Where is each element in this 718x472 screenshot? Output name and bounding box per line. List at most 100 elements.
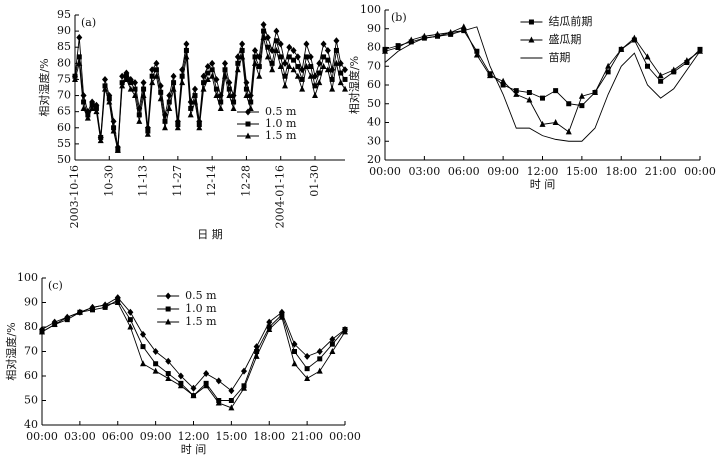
data-point bbox=[127, 85, 134, 92]
x-tick-label: 18:00 bbox=[605, 165, 637, 178]
data-point bbox=[277, 63, 284, 70]
data-point bbox=[500, 77, 507, 84]
data-point bbox=[605, 69, 611, 75]
series-line bbox=[384, 26, 701, 142]
x-axis-title: 日 期 bbox=[197, 228, 223, 241]
data-point bbox=[72, 75, 78, 82]
data-point bbox=[132, 92, 138, 99]
data-point bbox=[228, 404, 235, 411]
data-point bbox=[102, 85, 108, 92]
data-point bbox=[303, 40, 310, 48]
data-point bbox=[235, 60, 241, 66]
data-point bbox=[316, 59, 323, 67]
data-point bbox=[460, 23, 467, 30]
data-point bbox=[239, 40, 246, 48]
x-tick-label: 09:00 bbox=[487, 165, 519, 178]
data-point bbox=[157, 95, 164, 102]
data-point bbox=[239, 53, 246, 60]
x-tick-label: 12:00 bbox=[527, 165, 559, 178]
data-point bbox=[183, 40, 190, 48]
data-point bbox=[320, 63, 327, 70]
data-point bbox=[273, 38, 279, 44]
panel-label: (b) bbox=[391, 11, 407, 24]
legend-marker bbox=[245, 132, 251, 139]
data-point bbox=[241, 367, 247, 375]
data-point bbox=[342, 66, 348, 74]
data-point bbox=[266, 318, 273, 326]
data-point bbox=[153, 67, 159, 73]
data-point bbox=[144, 130, 151, 137]
data-point bbox=[127, 323, 134, 330]
data-point bbox=[513, 88, 519, 94]
data-point bbox=[165, 371, 171, 377]
data-point bbox=[218, 99, 224, 105]
data-point bbox=[260, 34, 267, 41]
x-tick-label: 21:00 bbox=[291, 430, 323, 443]
data-point bbox=[204, 63, 211, 71]
data-point bbox=[307, 72, 314, 79]
data-point bbox=[177, 372, 184, 380]
data-point bbox=[149, 66, 156, 74]
data-point bbox=[153, 59, 160, 67]
data-point bbox=[226, 86, 232, 92]
data-point bbox=[278, 54, 284, 60]
data-point bbox=[149, 73, 155, 79]
data-point bbox=[299, 76, 305, 82]
data-point bbox=[329, 335, 336, 343]
data-point bbox=[500, 82, 506, 88]
data-point bbox=[321, 54, 327, 60]
data-point bbox=[247, 104, 254, 111]
data-point bbox=[539, 120, 546, 127]
x-tick-label: 2004-01-16 bbox=[274, 165, 287, 228]
data-point bbox=[140, 360, 146, 367]
data-point bbox=[217, 104, 224, 111]
data-point bbox=[683, 57, 690, 64]
y-tick-label: 60 bbox=[24, 369, 38, 382]
data-point bbox=[329, 85, 336, 92]
data-point bbox=[292, 349, 297, 354]
x-tick-label: 11-27 bbox=[171, 165, 184, 197]
data-point bbox=[253, 352, 260, 359]
data-point bbox=[97, 137, 104, 144]
data-point bbox=[316, 79, 323, 86]
data-point bbox=[286, 63, 293, 70]
data-point bbox=[697, 47, 703, 54]
data-point bbox=[140, 92, 147, 99]
data-point bbox=[228, 387, 235, 395]
y-tick-label: 80 bbox=[57, 56, 71, 69]
data-point bbox=[295, 64, 301, 70]
y-tick-label: 90 bbox=[367, 22, 381, 35]
data-point bbox=[264, 53, 271, 60]
data-point bbox=[333, 37, 340, 45]
data-point bbox=[487, 72, 493, 79]
data-point bbox=[192, 98, 198, 105]
x-axis-title: 时 间 bbox=[181, 443, 207, 456]
data-point bbox=[149, 79, 156, 86]
data-point bbox=[382, 47, 388, 54]
data-point bbox=[209, 59, 216, 67]
data-point bbox=[231, 99, 237, 105]
data-point bbox=[183, 53, 190, 60]
data-point bbox=[304, 352, 311, 360]
data-point bbox=[342, 328, 348, 335]
x-tick-label: 00:00 bbox=[329, 430, 361, 443]
data-point bbox=[320, 40, 327, 48]
data-point bbox=[84, 114, 91, 121]
legend-marker bbox=[528, 19, 534, 25]
data-point bbox=[241, 384, 247, 391]
data-point bbox=[261, 28, 267, 34]
x-tick-label: 15:00 bbox=[216, 430, 248, 443]
legend-marker bbox=[165, 292, 172, 300]
data-point bbox=[243, 86, 249, 92]
data-point bbox=[171, 80, 177, 86]
y-tick-label: 100 bbox=[360, 3, 381, 16]
data-point bbox=[230, 104, 237, 111]
data-point bbox=[657, 72, 664, 79]
data-point bbox=[243, 92, 250, 99]
y-tick-label: 80 bbox=[367, 41, 381, 54]
data-point bbox=[39, 328, 45, 335]
legend-label: 1.5 m bbox=[185, 315, 217, 328]
data-point bbox=[153, 361, 159, 367]
data-point bbox=[269, 60, 275, 66]
data-point bbox=[526, 90, 532, 95]
